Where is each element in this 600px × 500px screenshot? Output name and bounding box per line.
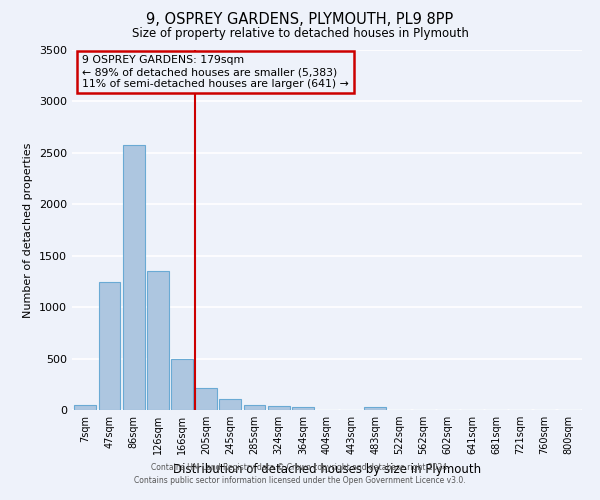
Bar (98, 282, 121, 410)
Bar (292, 408, 314, 410)
Text: Contains public sector information licensed under the Open Government Licence v3: Contains public sector information licen… (134, 476, 466, 485)
Text: Size of property relative to detached houses in Plymouth: Size of property relative to detached ho… (131, 28, 469, 40)
Text: Contains HM Land Registry data © Crown copyright and database right 2024.: Contains HM Land Registry data © Crown c… (151, 464, 449, 472)
Bar (171, 358, 193, 410)
Y-axis label: Number of detached properties: Number of detached properties (23, 142, 34, 318)
X-axis label: Distribution of detached houses by size in Plymouth: Distribution of detached houses by size … (173, 462, 481, 475)
Bar (74, 405, 96, 410)
Text: 9, OSPREY GARDENS, PLYMOUTH, PL9 8PP: 9, OSPREY GARDENS, PLYMOUTH, PL9 8PP (146, 12, 454, 28)
Bar (147, 271, 169, 410)
Bar (364, 407, 386, 410)
Bar (268, 406, 290, 410)
Text: 9 OSPREY GARDENS: 179sqm
← 89% of detached houses are smaller (5,383)
11% of sem: 9 OSPREY GARDENS: 179sqm ← 89% of detach… (82, 56, 349, 88)
Bar (220, 398, 241, 410)
Bar (195, 388, 217, 410)
Bar (244, 405, 265, 410)
Bar (123, 144, 145, 410)
